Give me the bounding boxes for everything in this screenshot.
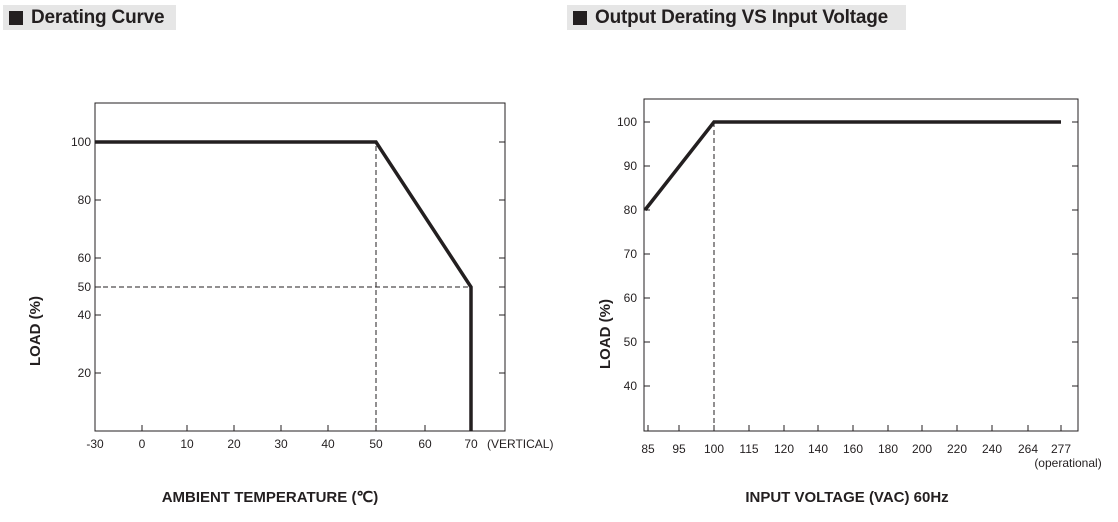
header-square-icon (573, 10, 587, 25)
y-axis-label: LOAD (%) (597, 299, 614, 369)
y-tick-label: 100 (71, 135, 91, 149)
output-derating-title: Output Derating VS Input Voltage (595, 6, 889, 28)
y-tick-label: 80 (624, 203, 638, 217)
x-tick-label: 240 (982, 442, 1002, 456)
x-extra-label: (VERTICAL) (487, 437, 553, 451)
y-tick-label: 70 (624, 247, 638, 261)
plot-frame (94, 102, 506, 432)
x-tick-label: 160 (843, 442, 863, 456)
x-tick-label: 180 (878, 442, 898, 456)
x-tick-label: 200 (912, 442, 932, 456)
x-tick-label: 220 (947, 442, 967, 456)
derating-curve-header: Derating Curve (3, 5, 176, 30)
y-tick-label: 50 (624, 335, 638, 349)
y-tick-label: 80 (78, 193, 92, 207)
x-tick-label: 30 (274, 437, 288, 451)
x-operational-note: (operational) (1034, 456, 1101, 470)
load-series-line (643, 120, 1061, 212)
y-tick-label: 60 (624, 291, 638, 305)
x-tick-label: 0 (139, 437, 146, 451)
x-axis-label: INPUT VOLTAGE (VAC) 60Hz (745, 489, 948, 506)
x-tick-label: 85 (641, 442, 655, 456)
x-tick-label: 140 (808, 442, 828, 456)
y-tick-label: 90 (624, 159, 638, 173)
y-tick-label: 40 (78, 308, 92, 322)
y-tick-label: 20 (78, 366, 92, 380)
y-tick-label: 40 (624, 379, 638, 393)
derating-curve-title: Derating Curve (31, 6, 165, 28)
plot-frame (643, 98, 1079, 432)
header-square-icon (9, 10, 23, 25)
x-tick-label: 70 (464, 437, 478, 451)
y-tick-label: 50 (78, 280, 92, 294)
x-tick-label: 10 (180, 437, 194, 451)
x-tick-label: 95 (672, 442, 686, 456)
x-tick-label: 40 (321, 437, 335, 451)
x-axis-label: AMBIENT TEMPERATURE (℃) (162, 489, 379, 506)
y-tick-label: 100 (617, 115, 637, 129)
x-tick-label: 264 (1018, 442, 1038, 456)
x-tick-label: 20 (227, 437, 241, 451)
y-axis-label: LOAD (%) (27, 296, 44, 366)
x-tick-label: 60 (418, 437, 432, 451)
x-tick-label: 120 (774, 442, 794, 456)
x-tick-label: -30 (86, 437, 104, 451)
x-tick-label: 100 (704, 442, 724, 456)
y-tick-label: 60 (78, 251, 92, 265)
output-derating-header: Output Derating VS Input Voltage (567, 5, 906, 30)
x-tick-label: 50 (369, 437, 383, 451)
x-tick-label: 277 (1051, 442, 1071, 456)
derating-series-line (95, 140, 473, 431)
x-tick-label: 115 (739, 442, 758, 456)
